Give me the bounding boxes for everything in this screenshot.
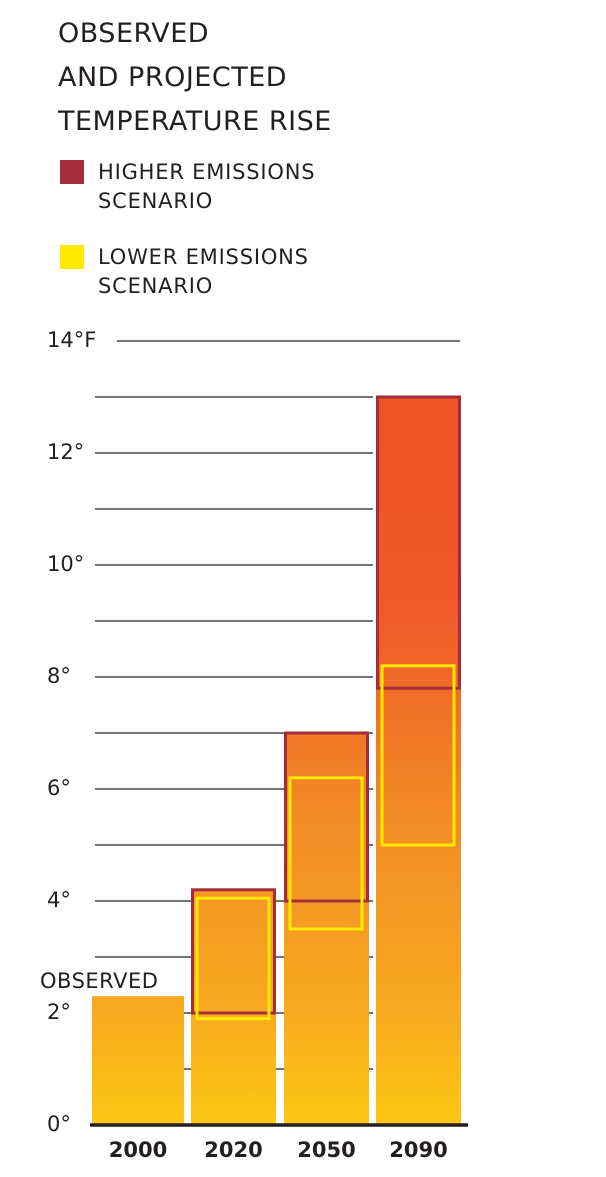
bar-base (376, 688, 461, 1125)
legend-swatch (60, 160, 84, 184)
x-tick-label: 2000 (109, 1138, 167, 1162)
chart-title: OBSERVED AND PROJECTED TEMPERATURE RISE (58, 18, 332, 137)
y-tick-label: 4° (47, 888, 71, 912)
y-tick-label: 6° (47, 776, 71, 800)
bar-base (191, 1013, 276, 1125)
higher-range (376, 395, 461, 690)
y-tick-label: 14°F (47, 328, 96, 352)
lower-range (195, 896, 271, 1021)
y-tick-label: 2° (47, 1000, 71, 1024)
higher-range (284, 731, 369, 903)
observed-label: OBSERVED (40, 969, 158, 993)
lower-range (380, 664, 456, 847)
y-tick-label: 8° (47, 664, 71, 688)
observed-bar (92, 996, 184, 1125)
x-tick-label: 2020 (204, 1138, 262, 1162)
bar-base (284, 901, 369, 1125)
legend-swatch (60, 245, 84, 269)
y-tick-label: 10° (47, 552, 84, 576)
lower-range (288, 776, 364, 931)
higher-range (191, 888, 276, 1015)
y-tick-label: 12° (47, 440, 84, 464)
legend-label: LOWER EMISSIONS SCENARIO (98, 245, 309, 298)
y-tick-label: 0° (47, 1112, 71, 1136)
x-tick-label: 2090 (389, 1138, 447, 1162)
legend-label: HIGHER EMISSIONS SCENARIO (98, 160, 316, 213)
x-tick-label: 2050 (297, 1138, 355, 1162)
